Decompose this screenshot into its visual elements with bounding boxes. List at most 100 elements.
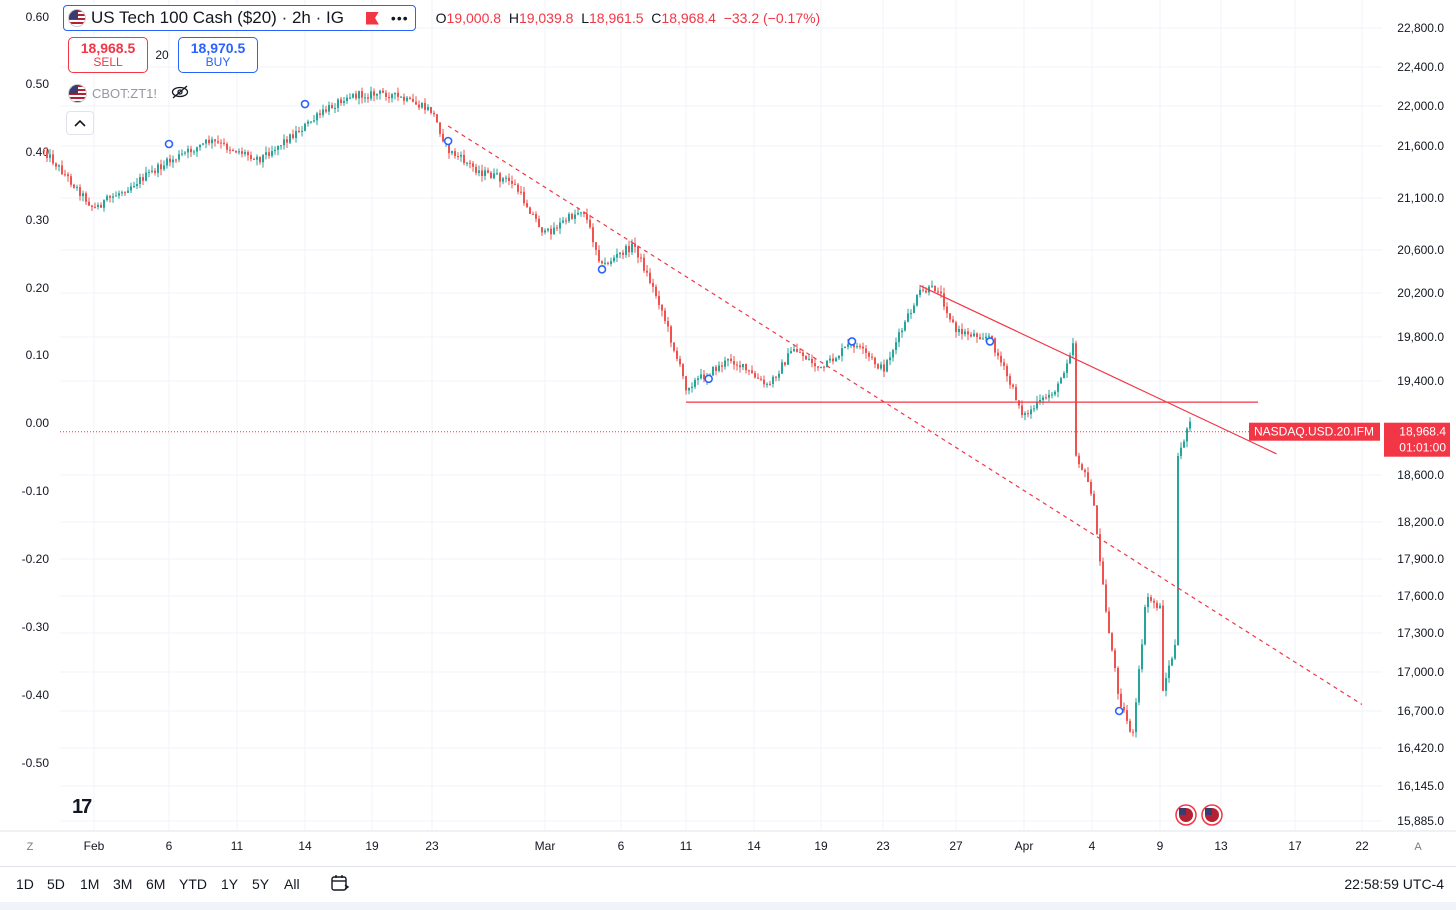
- right-tick-label: 22,800.0: [1397, 21, 1444, 35]
- right-tick-label: 15,885.0: [1397, 814, 1444, 828]
- trendlines[interactable]: [60, 125, 1363, 706]
- candle-body: [421, 102, 423, 108]
- timeframe-1d[interactable]: 1D: [16, 876, 34, 892]
- candle-body: [1033, 408, 1035, 410]
- candle-body: [283, 139, 285, 146]
- candle-body: [568, 213, 570, 222]
- candle-body: [418, 104, 420, 108]
- candle-body: [49, 154, 51, 158]
- candle-body: [889, 357, 891, 361]
- candle-body: [541, 227, 543, 233]
- candle-body: [1111, 633, 1113, 651]
- right-tick-label: 18,600.0: [1397, 468, 1444, 482]
- candle-body: [1096, 505, 1098, 535]
- candle-body: [817, 366, 819, 368]
- eye-hidden-icon[interactable]: [171, 85, 189, 102]
- candle-body: [391, 94, 393, 99]
- candle-body: [262, 155, 264, 163]
- candle-body: [646, 270, 648, 273]
- calendar-icon[interactable]: [330, 873, 350, 893]
- candle-body: [724, 360, 726, 367]
- candle-body: [475, 166, 477, 173]
- symbol-box[interactable]: US Tech 100 Cash ($20) · 2h · IG •••: [63, 5, 416, 31]
- candle-body: [166, 158, 168, 166]
- candle-body: [688, 387, 690, 391]
- candle-body: [805, 355, 807, 360]
- candle-body: [361, 91, 363, 98]
- candle-body: [1189, 421, 1191, 429]
- right-tick-label: 19,400.0: [1397, 374, 1444, 388]
- sell-button[interactable]: 18,968.5 SELL: [68, 37, 148, 73]
- candle-body: [1012, 384, 1014, 387]
- chevron-up-icon[interactable]: [66, 111, 94, 135]
- right-tick-label: 22,400.0: [1397, 60, 1444, 74]
- candle-body: [778, 373, 780, 378]
- candle-body: [217, 141, 219, 143]
- compare-symbol[interactable]: CBOT:ZT1!: [92, 86, 158, 101]
- timeframe-6m[interactable]: 6M: [146, 876, 166, 892]
- timeframe-ytd[interactable]: YTD: [179, 876, 207, 892]
- timeframe-1y[interactable]: 1Y: [221, 876, 239, 892]
- sell-label: SELL: [93, 55, 123, 69]
- candle-body: [1147, 596, 1149, 608]
- open-value: 19,000.8: [446, 10, 502, 26]
- candle-body: [619, 252, 621, 255]
- candle-body: [103, 200, 105, 208]
- tradingview-logo-icon[interactable]: 17: [72, 796, 92, 818]
- time-tick-label: 14: [747, 839, 761, 853]
- event-marker: [597, 265, 607, 274]
- candle-body: [922, 289, 924, 291]
- symbol-title[interactable]: US Tech 100 Cash ($20) · 2h · IG: [91, 8, 344, 27]
- candle-body: [484, 170, 486, 177]
- candle-body: [802, 352, 804, 356]
- buy-button[interactable]: 18,970.5 BUY: [178, 37, 258, 73]
- candle-body: [865, 348, 867, 353]
- timeframe-all[interactable]: All: [284, 876, 300, 892]
- us-flag-icon: [68, 84, 87, 103]
- more-icon[interactable]: •••: [390, 10, 409, 26]
- candle-body: [1048, 394, 1050, 398]
- candle-body: [1123, 706, 1125, 711]
- candle-body: [856, 346, 858, 348]
- candle-body: [643, 257, 645, 271]
- candle-body: [91, 205, 93, 207]
- candle-body: [871, 356, 873, 358]
- candle-body: [1066, 363, 1068, 373]
- candle-body: [547, 228, 549, 231]
- candle-body: [76, 187, 78, 189]
- candle-body: [907, 313, 909, 322]
- candle-body: [109, 196, 111, 198]
- timezone-label[interactable]: 22:58:59 UTC-4: [1344, 876, 1444, 892]
- candle-body: [1021, 405, 1023, 416]
- candle-body: [745, 363, 747, 371]
- timeframe-3m[interactable]: 3M: [113, 876, 133, 892]
- price-chart[interactable]: 0.60 0.50 0.40 0.30 0.20 0.10 0.00 -0.10 -0.20 -0…: [0, 0, 1456, 866]
- time-tick-label: 11: [680, 839, 693, 853]
- candle-body: [364, 97, 366, 99]
- time-axis: Feb 6 11 14 19 23 Mar 6 11 14 19 23 27 Apr 4 9 13 17 22 Z A: [0, 830, 1456, 853]
- timeframe-5d[interactable]: 5D: [47, 876, 65, 892]
- candle-body: [784, 362, 786, 365]
- change-value: −33.2 (−0.17%): [723, 10, 821, 26]
- candle-body: [1114, 650, 1116, 668]
- candle-body: [1165, 678, 1167, 691]
- candle-body: [490, 172, 492, 179]
- candle-body: [664, 310, 666, 322]
- timeframe-5y[interactable]: 5Y: [252, 876, 270, 892]
- candle-body: [334, 107, 336, 109]
- left-tick-label: 0.50: [26, 77, 50, 91]
- event-markers[interactable]: [164, 99, 1223, 826]
- candle-body: [223, 142, 225, 144]
- time-tick-label: 6: [618, 839, 625, 853]
- candle-body: [193, 151, 195, 153]
- candle-body: [247, 152, 249, 156]
- candle-body: [898, 332, 900, 343]
- page-scrollbar[interactable]: [0, 902, 1456, 910]
- candle-body: [847, 344, 849, 347]
- timeframe-1m[interactable]: 1M: [80, 876, 100, 892]
- candle-body: [1045, 397, 1047, 399]
- candle-body: [556, 227, 558, 229]
- candle-body: [613, 257, 615, 262]
- candle-body: [448, 141, 450, 154]
- flag-icon[interactable]: [365, 11, 379, 25]
